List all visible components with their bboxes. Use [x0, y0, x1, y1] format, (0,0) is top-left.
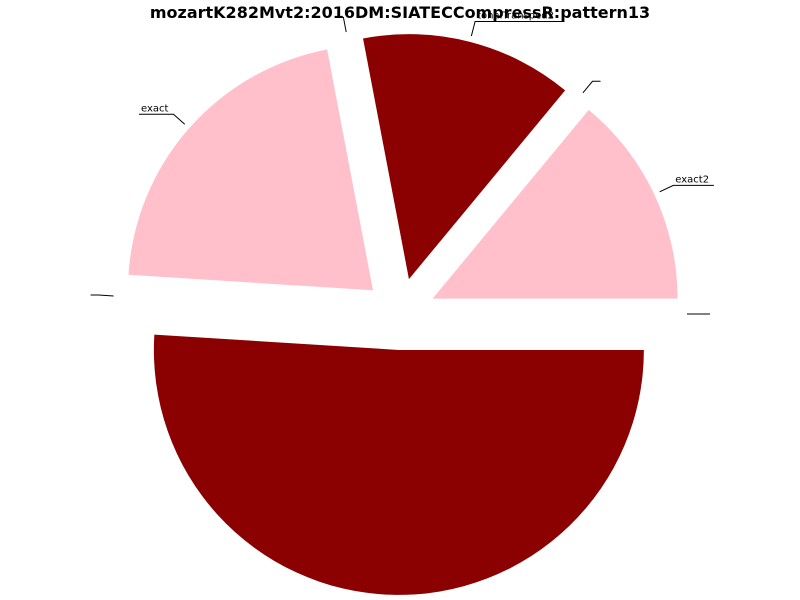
- leader-line-1: [659, 184, 714, 193]
- leader-line-4: [335, 16, 347, 33]
- chart-title: mozartK282Mvt2:2016DM:SIATECCompressR:pa…: [149, 3, 651, 22]
- leader-line-5: [138, 113, 186, 125]
- slice-label-5: exact: [141, 103, 169, 114]
- pie-slice-5: [128, 49, 373, 291]
- leader-line-2: [582, 80, 601, 94]
- leader-line-3: [470, 20, 565, 37]
- leader-line-6: [90, 294, 114, 297]
- pie-slice-1: [432, 109, 678, 299]
- pie-labels: exact2tonalTransped2exacttonalTransped4: [90, 10, 714, 315]
- pie-slice-7: [153, 334, 644, 595]
- slice-label-1: exact2: [675, 174, 709, 185]
- slice-label-3: tonalTransped2: [477, 10, 554, 21]
- pie-slices: [128, 34, 678, 595]
- pie-slice-3: [363, 34, 566, 280]
